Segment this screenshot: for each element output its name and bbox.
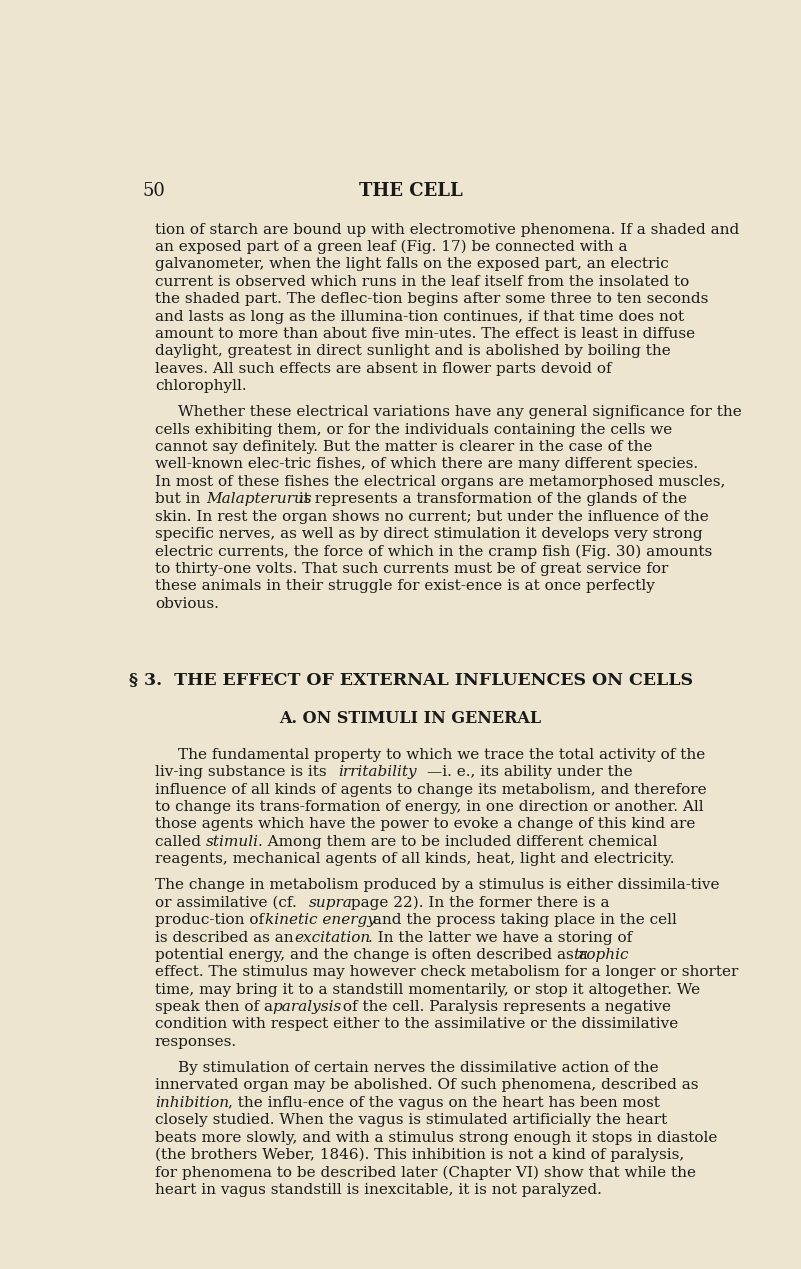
Text: liv-ing substance is its: liv-ing substance is its bbox=[155, 765, 332, 779]
Text: to change its trans-formation of energy, in one direction or another. All: to change its trans-formation of energy,… bbox=[155, 799, 703, 815]
Text: these animals in their struggle for exist-ence is at once perfectly: these animals in their struggle for exis… bbox=[155, 579, 654, 593]
Text: the shaded part. The deflec-tion begins after some three to ten seconds: the shaded part. The deflec-tion begins … bbox=[155, 292, 708, 306]
Text: § 3.  THE EFFECT OF EXTERNAL INFLUENCES ON CELLS: § 3. THE EFFECT OF EXTERNAL INFLUENCES O… bbox=[128, 671, 693, 688]
Text: paralysis: paralysis bbox=[272, 1000, 342, 1014]
Text: tion of starch are bound up with electromotive phenomena. If a shaded and: tion of starch are bound up with electro… bbox=[155, 222, 739, 236]
Text: current is observed which runs in the leaf itself from the insolated to: current is observed which runs in the le… bbox=[155, 275, 689, 289]
Text: trophic: trophic bbox=[574, 948, 629, 962]
Text: . Among them are to be included different chemical: . Among them are to be included differen… bbox=[258, 835, 657, 849]
Text: . In the latter we have a storing of: . In the latter we have a storing of bbox=[368, 930, 632, 944]
Text: The fundamental property to which we trace the total activity of the: The fundamental property to which we tra… bbox=[179, 747, 706, 761]
Text: well-known elec-tric fishes, of which there are many different species.: well-known elec-tric fishes, of which th… bbox=[155, 457, 698, 472]
Text: obvious.: obvious. bbox=[155, 596, 219, 610]
Text: heart in vagus standstill is inexcitable, it is not paralyzed.: heart in vagus standstill is inexcitable… bbox=[155, 1183, 602, 1197]
Text: of the cell. Paralysis represents a negative: of the cell. Paralysis represents a nega… bbox=[339, 1000, 671, 1014]
Text: By stimulation of certain nerves the dissimilative action of the: By stimulation of certain nerves the dis… bbox=[179, 1061, 659, 1075]
Text: to thirty-one volts. That such currents must be of great service for: to thirty-one volts. That such currents … bbox=[155, 562, 668, 576]
Text: time, may bring it to a standstill momentarily, or stop it altogether. We: time, may bring it to a standstill momen… bbox=[155, 982, 700, 996]
Text: chlorophyll.: chlorophyll. bbox=[155, 379, 247, 393]
Text: 50: 50 bbox=[143, 181, 165, 199]
Text: an exposed part of a green leaf (Fig. 17) be connected with a: an exposed part of a green leaf (Fig. 17… bbox=[155, 240, 627, 254]
Text: closely studied. When the vagus is stimulated artificially the heart: closely studied. When the vagus is stimu… bbox=[155, 1113, 667, 1127]
Text: amount to more than about five min-utes. The effect is least in diffuse: amount to more than about five min-utes.… bbox=[155, 327, 695, 341]
Text: speak then of a: speak then of a bbox=[155, 1000, 278, 1014]
Text: and lasts as long as the illumina-tion continues, if that time does not: and lasts as long as the illumina-tion c… bbox=[155, 310, 684, 324]
Text: excitation: excitation bbox=[294, 930, 371, 944]
Text: leaves. All such effects are absent in flower parts devoid of: leaves. All such effects are absent in f… bbox=[155, 362, 611, 376]
Text: condition with respect either to the assimilative or the dissimilative: condition with respect either to the ass… bbox=[155, 1018, 678, 1032]
Text: supra: supra bbox=[309, 896, 353, 910]
Text: In most of these fishes the electrical organs are metamorphosed muscles,: In most of these fishes the electrical o… bbox=[155, 475, 725, 489]
Text: skin. In rest the organ shows no current; but under the influence of the: skin. In rest the organ shows no current… bbox=[155, 510, 709, 524]
Text: called: called bbox=[155, 835, 206, 849]
Text: potential energy, and the change is often described as a: potential energy, and the change is ofte… bbox=[155, 948, 592, 962]
Text: responses.: responses. bbox=[155, 1036, 237, 1049]
Text: cannot say definitely. But the matter is clearer in the case of the: cannot say definitely. But the matter is… bbox=[155, 440, 652, 454]
Text: electric currents, the force of which in the cramp fish (Fig. 30) amounts: electric currents, the force of which in… bbox=[155, 544, 712, 558]
Text: or assimilative (cf.: or assimilative (cf. bbox=[155, 896, 301, 910]
Text: Whether these electrical variations have any general significance for the: Whether these electrical variations have… bbox=[179, 405, 742, 419]
Text: Malapterurus: Malapterurus bbox=[206, 492, 312, 506]
Text: but in: but in bbox=[155, 492, 205, 506]
Text: daylight, greatest in direct sunlight and is abolished by boiling the: daylight, greatest in direct sunlight an… bbox=[155, 344, 670, 358]
Text: effect. The stimulus may however check metabolism for a longer or shorter: effect. The stimulus may however check m… bbox=[155, 966, 739, 980]
Text: for phenomena to be described later (Chapter VI) show that while the: for phenomena to be described later (Cha… bbox=[155, 1165, 696, 1180]
Text: influence of all kinds of agents to change its metabolism, and therefore: influence of all kinds of agents to chan… bbox=[155, 783, 706, 797]
Text: is described as an: is described as an bbox=[155, 930, 298, 944]
Text: A. ON STIMULI IN GENERAL: A. ON STIMULI IN GENERAL bbox=[280, 709, 541, 727]
Text: (the brothers Weber, 1846). This inhibition is not a kind of paralysis,: (the brothers Weber, 1846). This inhibit… bbox=[155, 1148, 684, 1162]
Text: —i. e., its ability under the: —i. e., its ability under the bbox=[427, 765, 632, 779]
Text: it represents a transformation of the glands of the: it represents a transformation of the gl… bbox=[294, 492, 687, 506]
Text: THE CELL: THE CELL bbox=[359, 181, 462, 199]
Text: those agents which have the power to evoke a change of this kind are: those agents which have the power to evo… bbox=[155, 817, 695, 831]
Text: , the influ-ence of the vagus on the heart has been most: , the influ-ence of the vagus on the hea… bbox=[228, 1095, 660, 1110]
Text: beats more slowly, and with a stimulus strong enough it stops in diastole: beats more slowly, and with a stimulus s… bbox=[155, 1131, 717, 1145]
Text: reagents, mechanical agents of all kinds, heat, light and electricity.: reagents, mechanical agents of all kinds… bbox=[155, 853, 674, 867]
Text: irritability: irritability bbox=[339, 765, 417, 779]
Text: galvanometer, when the light falls on the exposed part, an electric: galvanometer, when the light falls on th… bbox=[155, 258, 669, 272]
Text: The change in metabolism produced by a stimulus is either dissimila-tive: The change in metabolism produced by a s… bbox=[155, 878, 719, 892]
Text: innervated organ may be abolished. Of such phenomena, described as: innervated organ may be abolished. Of su… bbox=[155, 1079, 698, 1093]
Text: kinetic energy: kinetic energy bbox=[265, 914, 376, 928]
Text: produc-tion of: produc-tion of bbox=[155, 914, 269, 928]
Text: specific nerves, as well as by direct stimulation it develops very strong: specific nerves, as well as by direct st… bbox=[155, 527, 702, 541]
Text: cells exhibiting them, or for the individuals containing the cells we: cells exhibiting them, or for the indivi… bbox=[155, 423, 672, 437]
Text: and the process taking place in the cell: and the process taking place in the cell bbox=[368, 914, 677, 928]
Text: inhibition: inhibition bbox=[155, 1095, 229, 1110]
Text: page 22). In the former there is a: page 22). In the former there is a bbox=[346, 896, 610, 910]
Text: stimuli: stimuli bbox=[206, 835, 260, 849]
